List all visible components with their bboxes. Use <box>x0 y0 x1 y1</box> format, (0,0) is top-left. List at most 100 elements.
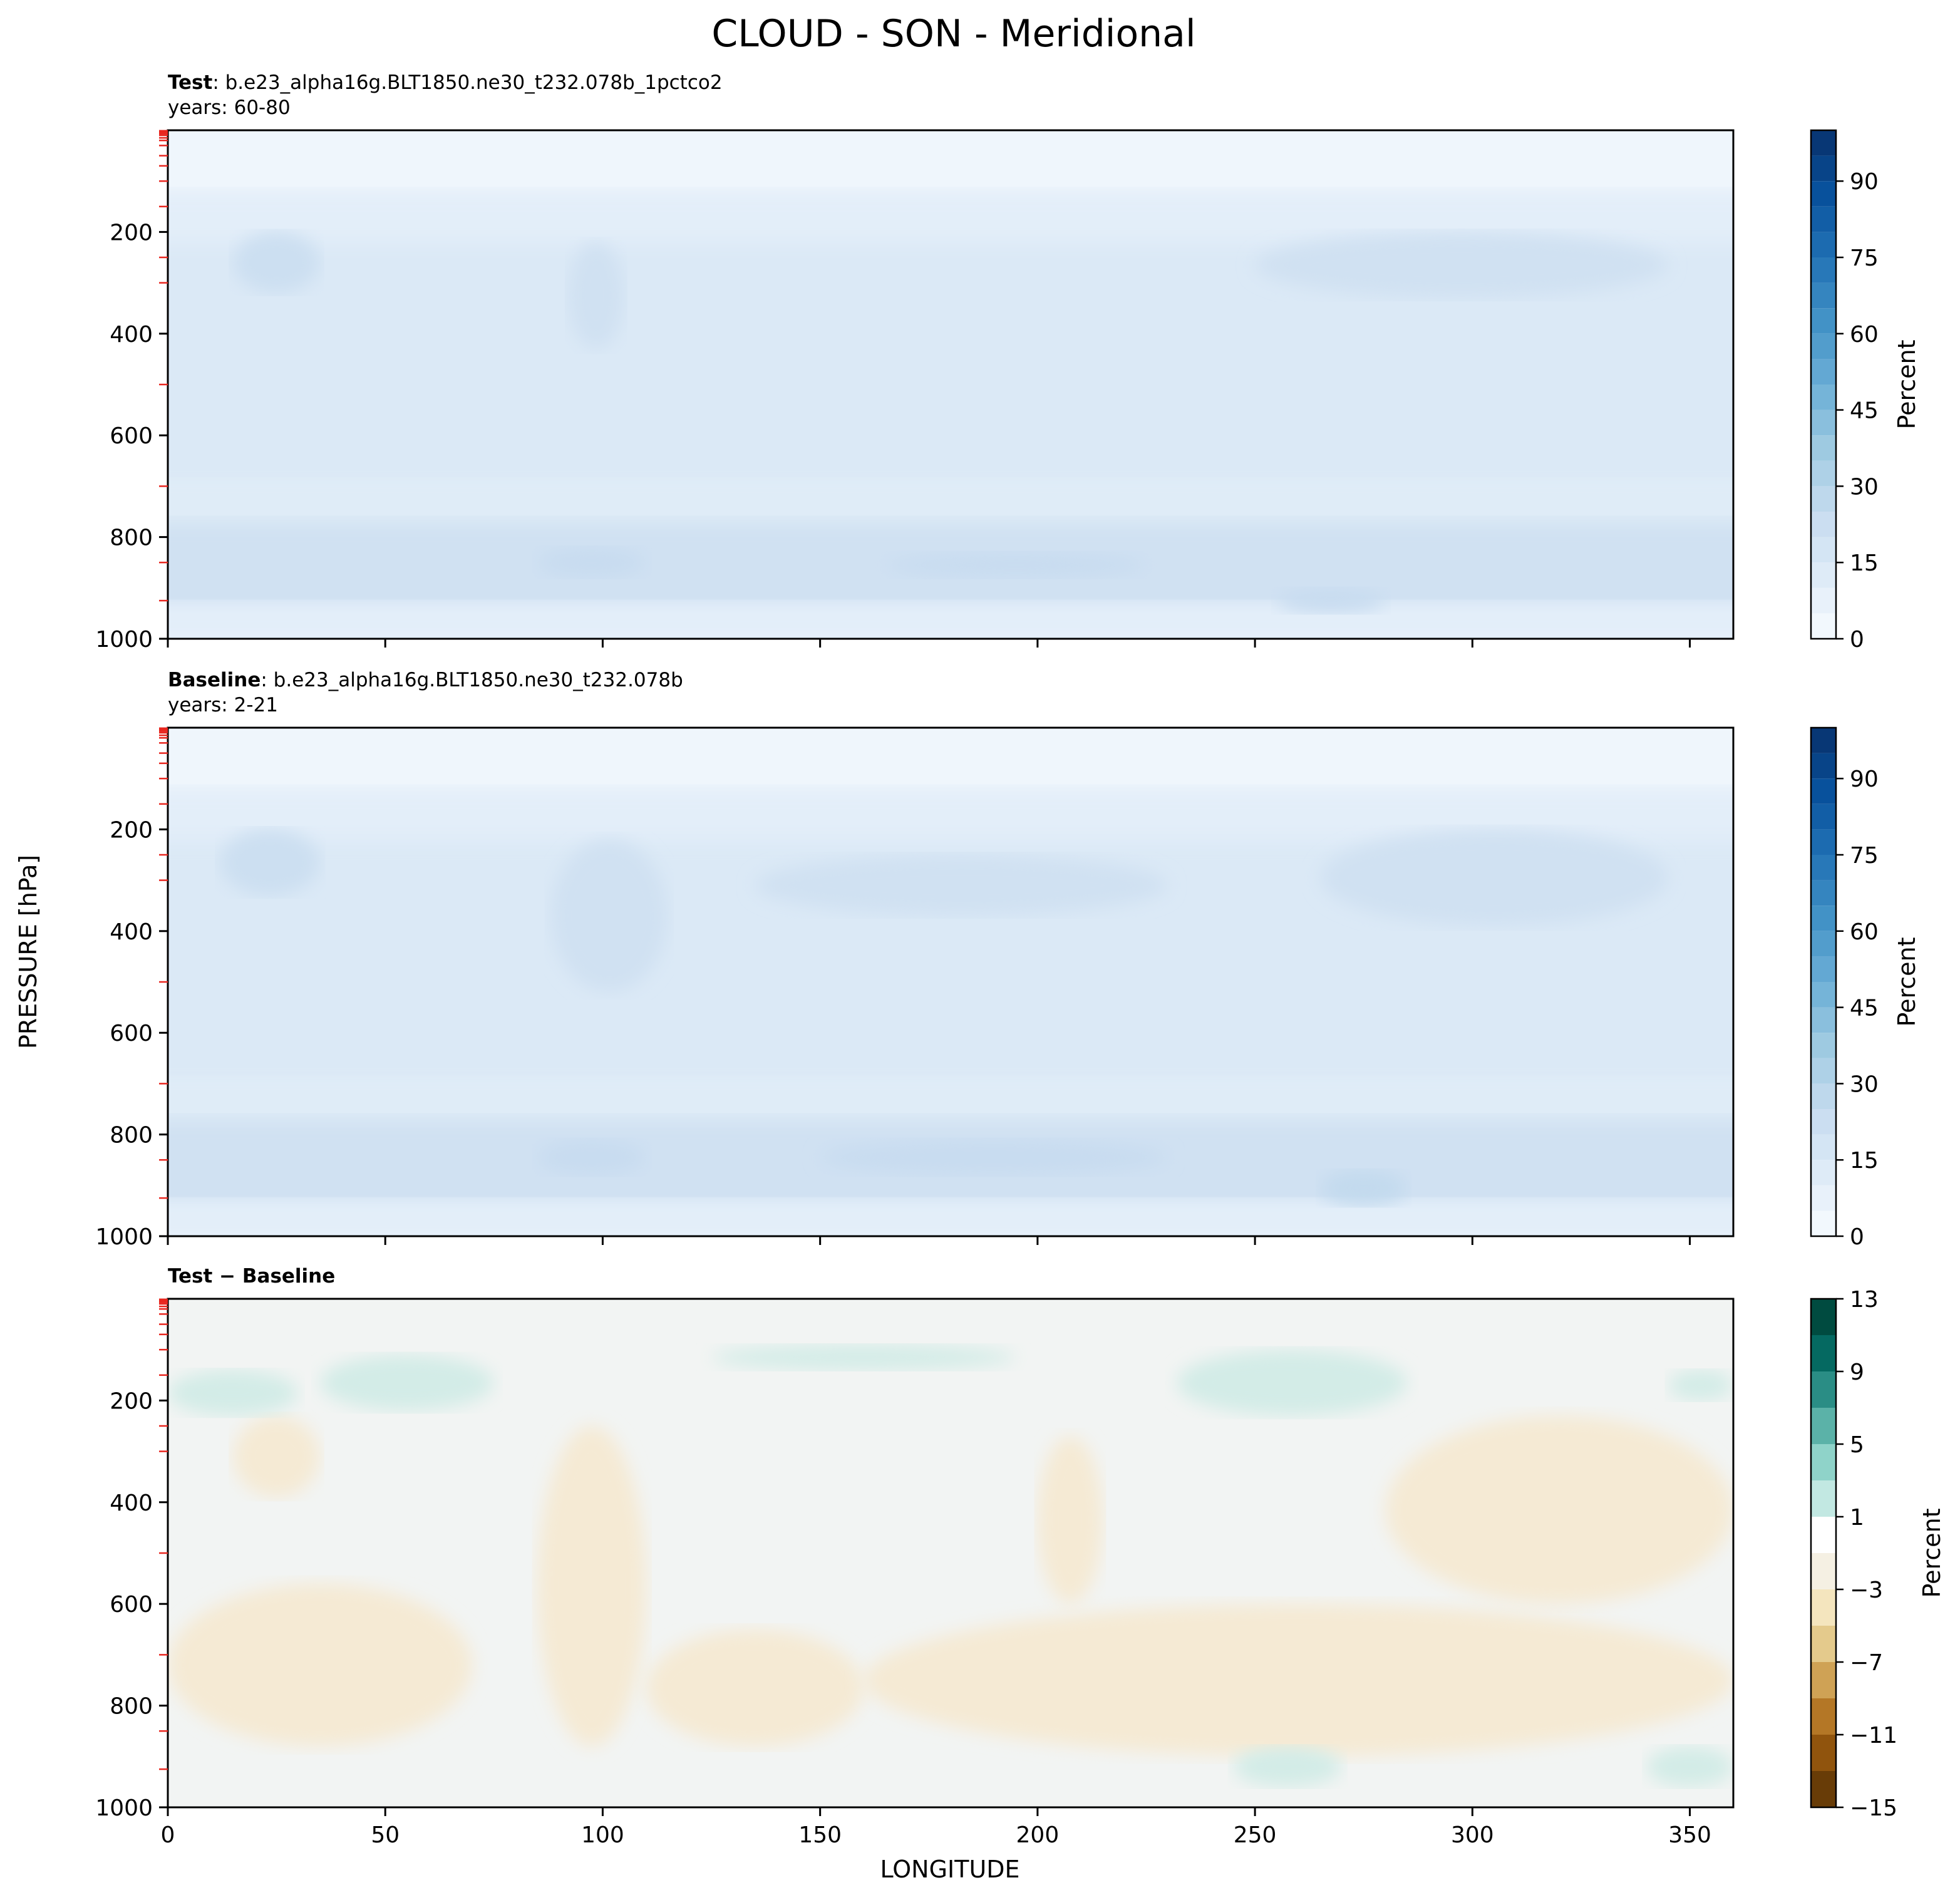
panel-diff: Test − Baseline 0 50 100 150 200 250 300 350 200… <box>95 1265 1946 1848</box>
colorbar-level <box>1811 359 1836 385</box>
y-axis-label: PRESSURE [hPa] <box>14 855 42 1049</box>
colorbar-level <box>1811 410 1836 436</box>
y-tick-label: 400 <box>110 919 153 945</box>
colorbar-tick-label: 75 <box>1850 245 1879 271</box>
colorbar-level <box>1811 130 1836 156</box>
positive-anomaly <box>1233 1746 1342 1787</box>
colorbar-tick-label: 1 <box>1850 1505 1864 1531</box>
panel-baseline-title: Baseline: b.e23_alpha16g.BLT1850.ne30_t2… <box>168 669 683 691</box>
colorbar-tick-label: 0 <box>1850 627 1864 653</box>
field-feature <box>233 232 321 293</box>
colorbar-level <box>1811 435 1836 461</box>
colorbar-tick-label: −3 <box>1850 1577 1883 1603</box>
y-tick-label: 200 <box>110 1388 153 1414</box>
field-feature <box>537 547 646 578</box>
axes-ticks-test: 200 400 600 800 1000 <box>95 130 1691 653</box>
colorbar-tick-label: 60 <box>1850 919 1879 945</box>
panel-diff-title-bold2: Baseline <box>242 1265 335 1288</box>
positive-anomaly <box>168 1370 299 1416</box>
field-feature <box>1255 232 1668 298</box>
colorbar-level <box>1811 562 1836 588</box>
y-tick-label: 400 <box>110 1490 153 1516</box>
colorbar-level <box>1811 1771 1836 1807</box>
colorbar-tick-label: 30 <box>1850 474 1879 500</box>
panel-test-title: Test: b.e23_alpha16g.BLT1850.ne30_t232.0… <box>168 71 723 94</box>
y-tick-label: 1000 <box>95 1224 153 1250</box>
colorbar-level <box>1811 1109 1836 1135</box>
panel-test-title-rest: : b.e23_alpha16g.BLT1850.ne30_t232.078b_… <box>212 71 722 94</box>
panel-diff-title-minus: − <box>212 1265 242 1288</box>
colorbar-tick-label: −7 <box>1850 1650 1883 1676</box>
negative-anomaly <box>864 1604 1733 1757</box>
colorbar-tick-label: 5 <box>1850 1432 1864 1458</box>
negative-anomaly <box>646 1629 864 1747</box>
negative-anomaly <box>1037 1436 1103 1604</box>
colorbar-level <box>1811 486 1836 512</box>
field-feature <box>755 855 1168 916</box>
colorbar-test: 0 15 30 45 60 75 90 Percent <box>1810 129 1921 653</box>
colorbar-tick-label: 45 <box>1850 398 1879 424</box>
x-tick-label: 0 <box>161 1822 175 1848</box>
colorbar-level <box>1811 587 1836 614</box>
colorbar-level <box>1811 1589 1836 1626</box>
panel-baseline-years: years: 2-21 <box>168 694 278 716</box>
colorbar-label: Percent <box>1893 937 1921 1027</box>
colorbar-level <box>1811 855 1836 880</box>
colorbar-level <box>1811 1626 1836 1662</box>
x-tick-label: 100 <box>581 1822 624 1848</box>
colorbar-level <box>1811 1160 1836 1185</box>
x-axis-label: LONGITUDE <box>880 1856 1019 1883</box>
x-tick-label: 250 <box>1234 1822 1277 1848</box>
colorbar-level <box>1811 385 1836 410</box>
panel-baseline-title-rest: : b.e23_alpha16g.BLT1850.ne30_t232.078b <box>260 669 683 691</box>
field-band <box>168 602 1733 639</box>
colorbar-label: Percent <box>1918 1509 1946 1598</box>
panel-test-title-bold: Test <box>168 71 213 94</box>
colorbar-tick-label: −11 <box>1850 1723 1897 1748</box>
field-feature <box>567 242 625 349</box>
field-feature <box>220 829 321 896</box>
negative-anomaly <box>1385 1415 1733 1604</box>
colorbar-level <box>1811 906 1836 931</box>
colorbar-diff: 13 9 5 1 −3 −7 −11 −15 Percent <box>1810 1287 1946 1821</box>
x-tick-label: 150 <box>798 1822 842 1848</box>
negative-anomaly <box>537 1426 646 1747</box>
colorbar-level <box>1811 232 1836 257</box>
colorbar-level <box>1811 257 1836 283</box>
colorbar-tick-label: 15 <box>1850 1148 1879 1174</box>
colorbar-level <box>1811 1444 1836 1480</box>
y-tick-label: 400 <box>110 322 153 348</box>
colorbar-level <box>1811 1408 1836 1444</box>
panel-test: Test: b.e23_alpha16g.BLT1850.ne30_t232.0… <box>95 71 1921 653</box>
colorbar-level <box>1811 1335 1836 1371</box>
field-feature <box>885 552 1147 578</box>
colorbar-tick-label: 0 <box>1850 1224 1864 1250</box>
x-tick-label: 50 <box>371 1822 400 1848</box>
x-tick-label: 350 <box>1668 1822 1711 1848</box>
colorbar-level <box>1811 1517 1836 1553</box>
colorbar-tick-label: 45 <box>1850 996 1879 1021</box>
colorbar-level <box>1811 803 1836 830</box>
field-baseline <box>168 728 1733 1236</box>
colorbar-label: Percent <box>1893 340 1921 430</box>
colorbar-tick-label: −15 <box>1850 1795 1897 1821</box>
colorbar-tick-label: 30 <box>1850 1071 1879 1097</box>
colorbar-level <box>1811 1185 1836 1211</box>
colorbar-frame <box>1810 726 1837 1237</box>
colorbar-level <box>1811 155 1836 182</box>
colorbar-frame <box>1810 1298 1837 1809</box>
positive-anomaly <box>320 1355 494 1411</box>
negative-anomaly <box>168 1583 473 1747</box>
positive-anomaly <box>1668 1370 1733 1401</box>
colorbar-level <box>1811 282 1836 309</box>
colorbar-level <box>1811 613 1836 639</box>
y-tick-label: 200 <box>110 817 153 843</box>
negative-anomaly <box>233 1415 321 1497</box>
colorbar-level <box>1811 1007 1836 1033</box>
colorbar-level <box>1811 1553 1836 1589</box>
colorbar-level <box>1811 956 1836 982</box>
y-tick-label: 600 <box>110 1592 153 1618</box>
colorbar-level <box>1811 206 1836 232</box>
colorbar-level <box>1811 1662 1836 1698</box>
positive-anomaly <box>1646 1746 1733 1787</box>
